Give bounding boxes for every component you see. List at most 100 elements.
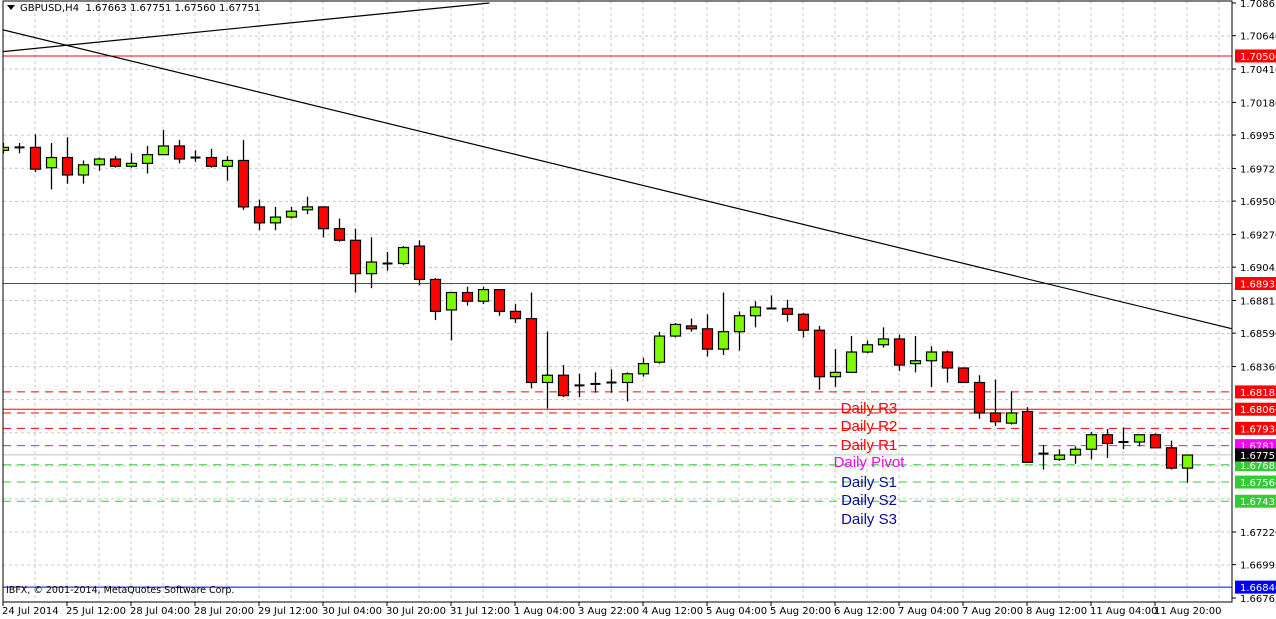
candle-bull [845, 351, 858, 373]
candle-bull [477, 289, 490, 302]
candle-bear [333, 228, 346, 241]
y-tick-label: 1.69270 [1240, 230, 1276, 241]
y-tick-label: 1.68815 [1240, 297, 1276, 308]
candle-bull [1085, 434, 1098, 450]
candle-bear [973, 381, 986, 414]
price-tag-bg [1235, 385, 1276, 399]
price-tag: 1.68185 [1240, 388, 1276, 399]
trendline[interactable] [3, 29, 1262, 336]
level-label-daily-pivot: Daily Pivot [833, 454, 905, 472]
candle-bear [781, 307, 794, 315]
candle-bull [669, 323, 682, 337]
candle-bear [493, 289, 506, 312]
candle-bear [1149, 434, 1162, 449]
candle-bear [461, 291, 474, 302]
candle-bull [621, 373, 634, 384]
candle-bull [749, 306, 762, 317]
candle-bull [3, 146, 10, 151]
candle-bear [813, 329, 826, 378]
x-tick-label: 4 Aug 12:00 [642, 606, 703, 617]
y-tick-label: 1.70410 [1240, 65, 1276, 76]
x-tick-label: 3 Aug 22:00 [578, 606, 639, 617]
candle-bear [701, 328, 714, 350]
y-tick-label: 1.68590 [1240, 329, 1276, 340]
candle-bull [1069, 448, 1082, 456]
candle-bull [445, 291, 458, 311]
price-tag: 1.68066 [1240, 405, 1276, 416]
candle-bull [861, 344, 874, 353]
candle-bull [541, 374, 554, 384]
candle-bull [909, 360, 922, 365]
x-tick-label: 31 Jul 12:00 [450, 606, 510, 617]
y-tick-label: 1.70640 [1240, 32, 1276, 43]
y-tick-label: 1.69955 [1240, 131, 1276, 142]
x-tick-label: 7 Aug 04:00 [898, 606, 959, 617]
price-tag: 1.67564 [1240, 478, 1276, 489]
candle-bear [957, 367, 970, 384]
y-tick-label: 1.66995 [1240, 561, 1276, 572]
candle-bull [1181, 454, 1194, 469]
candle-bear [1165, 447, 1178, 469]
ohlc-readout: 1.67663 1.67751 1.67560 1.67751 [85, 3, 261, 14]
y-tick-label: 1.68360 [1240, 363, 1276, 374]
level-label-daily-r2: Daily R2 [840, 417, 898, 435]
candle-bull [397, 246, 410, 265]
y-tick-label: 1.69500 [1240, 197, 1276, 208]
candle-bull [653, 335, 666, 363]
candle-bear [317, 206, 330, 230]
x-tick-label: 8 Aug 12:00 [1026, 606, 1087, 617]
candle-bear [29, 146, 42, 170]
candle-bear [205, 156, 218, 167]
candle-bull [301, 206, 314, 211]
x-tick-label: 25 Jul 12:00 [66, 606, 126, 617]
candle-bear [525, 318, 538, 384]
chart-frame [2, 0, 1233, 603]
candle-bear [557, 374, 570, 397]
candle-bear [109, 158, 122, 167]
candle-bear [989, 412, 1002, 423]
price-tag-bg [1235, 421, 1276, 435]
candle-bull [829, 371, 842, 378]
level-label-daily-r1: Daily R1 [840, 437, 898, 455]
symbol-timeframe: GBPUSD,H4 [20, 3, 80, 14]
x-tick-label: 6 Aug 12:00 [834, 606, 895, 617]
candle-bull [1133, 434, 1146, 443]
candle-bear [173, 145, 186, 160]
x-tick-label: 11 Aug 20:00 [1154, 606, 1221, 617]
candle-bear [1021, 410, 1034, 463]
price-tag: 1.70500 [1240, 52, 1276, 63]
candle-bear [253, 206, 266, 224]
y-tick-label: 1.69045 [1240, 263, 1276, 274]
y-tick-label: 1.67220 [1240, 528, 1276, 539]
candle-bull [717, 331, 730, 350]
candle-bear [797, 313, 810, 331]
candle-bull [93, 158, 106, 166]
candle-bear [1101, 434, 1114, 445]
candle-bear [237, 159, 250, 208]
candle-bull [157, 145, 170, 156]
dropdown-triangle-icon[interactable] [7, 5, 15, 10]
candle-bull [877, 338, 890, 346]
candle-bear [685, 325, 698, 330]
price-tag-bg [1235, 475, 1276, 489]
x-tick-label: 28 Jul 04:00 [130, 606, 190, 617]
price-tag: 1.67815 [1240, 442, 1276, 453]
candle-bull [141, 154, 154, 164]
x-tick-label: 30 Jul 04:00 [322, 606, 382, 617]
candle-bull [733, 315, 746, 333]
price-tag: 1.68932 [1240, 280, 1276, 291]
candle-bear [941, 351, 954, 369]
y-tick-label: 1.66765 [1240, 594, 1276, 605]
level-label-daily-r3: Daily R3 [840, 399, 898, 417]
level-label-daily-s1: Daily S1 [841, 473, 897, 491]
price-tag-bg [1235, 494, 1276, 508]
trendline[interactable] [3, 2, 490, 53]
level-label-daily-s3: Daily S3 [841, 510, 897, 528]
x-tick-label: 30 Jul 20:00 [386, 606, 446, 617]
chart-header: GBPUSD,H4 1.67663 1.67751 1.67560 1.6775… [7, 3, 260, 14]
price-tag: 1.66840 [1240, 583, 1276, 594]
candle-bull [925, 351, 938, 362]
price-tag-bg [1235, 49, 1276, 63]
candle-bull [269, 216, 282, 224]
